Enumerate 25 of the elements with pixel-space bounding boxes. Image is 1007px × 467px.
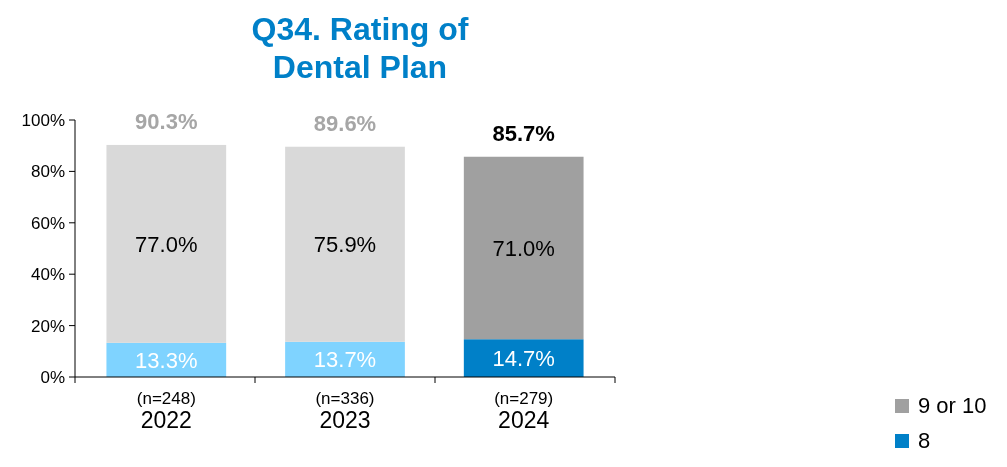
data-label: 13.7% — [313, 347, 377, 373]
data-label: 13.3% — [135, 347, 198, 373]
legend-label: 9 or 10 — [918, 393, 987, 418]
data-label: 75.9% — [313, 232, 377, 258]
legend-label: 8 — [918, 428, 931, 453]
data-label: 14.7% — [492, 346, 555, 372]
x-tick-label: (n=336) 2023 — [315, 389, 375, 433]
x-tick-label: (n=248) 2022 — [136, 389, 196, 433]
total-label: 85.7% — [492, 120, 555, 146]
bar — [463, 156, 584, 340]
total-label: 89.6% — [313, 110, 377, 136]
y-tick-label: 80% — [30, 162, 65, 182]
y-tick-label: 0% — [40, 368, 65, 387]
bar — [285, 146, 405, 342]
data-label: 71.0% — [492, 235, 555, 261]
chart-title: Q34. Rating of Dental Plan — [251, 11, 469, 85]
bar — [106, 144, 227, 343]
total-label: 90.3% — [135, 108, 198, 134]
bar — [463, 339, 584, 377]
x-tick-label: (n=279) 2024 — [494, 389, 554, 433]
y-tick-label: 20% — [30, 316, 65, 336]
y-tick-label: 60% — [30, 213, 65, 233]
data-label: 77.0% — [135, 231, 198, 257]
y-tick-label: 100% — [21, 111, 65, 130]
y-tick-label: 40% — [30, 265, 65, 285]
